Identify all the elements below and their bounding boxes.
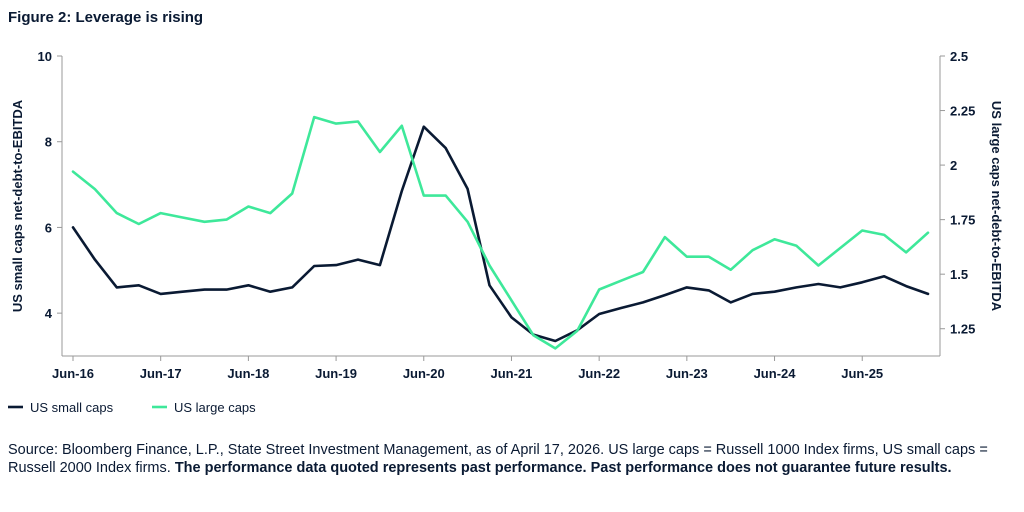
legend-label: US large caps	[174, 400, 256, 415]
disclaimer-text: The performance data quoted represents p…	[174, 460, 952, 476]
right-tick-label: 1.25	[950, 322, 975, 337]
x-tick-label: Jun-18	[227, 366, 269, 381]
series-line-us-small-caps	[71, 125, 930, 343]
x-tick-label: Jun-17	[140, 366, 182, 381]
x-tick-label: Jun-19	[315, 366, 357, 381]
source-text: Source: Bloomberg Finance, L.P., State S…	[8, 442, 988, 476]
series-lines	[71, 115, 930, 350]
chart-title: Figure 2: Leverage is rising	[8, 9, 204, 26]
left-axis-title: US small caps net-debt-to-EBITDA	[10, 99, 25, 312]
source-note: Source: Bloomberg Finance, L.P., State S…	[8, 441, 1008, 477]
right-axis-title: US large caps net-debt-to-EBITDA	[989, 101, 1004, 312]
legend-label: US small caps	[30, 400, 114, 415]
right-tick-label: 2.25	[950, 104, 975, 119]
x-tick-label: Jun-25	[841, 366, 883, 381]
x-tick-label: Jun-16	[52, 366, 94, 381]
right-tick-label: 2.5	[950, 49, 968, 64]
legend: US small caps US large caps	[8, 400, 256, 415]
right-tick-label: 2	[950, 158, 957, 173]
x-tick-label: Jun-22	[578, 366, 620, 381]
right-y-axis: 1.25 1.5 1.75 2 2.25 2.5	[939, 49, 975, 356]
x-tick-label: Jun-24	[754, 366, 797, 381]
series-line-us-large-caps	[71, 115, 930, 350]
left-tick-label: 10	[38, 49, 52, 64]
left-tick-label: 8	[45, 135, 52, 150]
x-axis: Jun-16 Jun-17 Jun-18 Jun-19 Jun-20 Jun-21 Jun-…	[52, 355, 940, 381]
left-y-axis: 4 6 8 10	[38, 49, 63, 356]
left-tick-label: 6	[45, 220, 52, 235]
line-chart: Jun-16 Jun-17 Jun-18 Jun-19 Jun-20 Jun-21 Jun-…	[8, 49, 1004, 415]
left-tick-label: 4	[45, 306, 53, 321]
x-tick-label: Jun-20	[403, 366, 445, 381]
right-tick-label: 1.5	[950, 267, 968, 282]
x-tick-label: Jun-21	[491, 366, 533, 381]
right-tick-label: 1.75	[950, 213, 975, 228]
x-tick-label: Jun-23	[666, 366, 708, 381]
